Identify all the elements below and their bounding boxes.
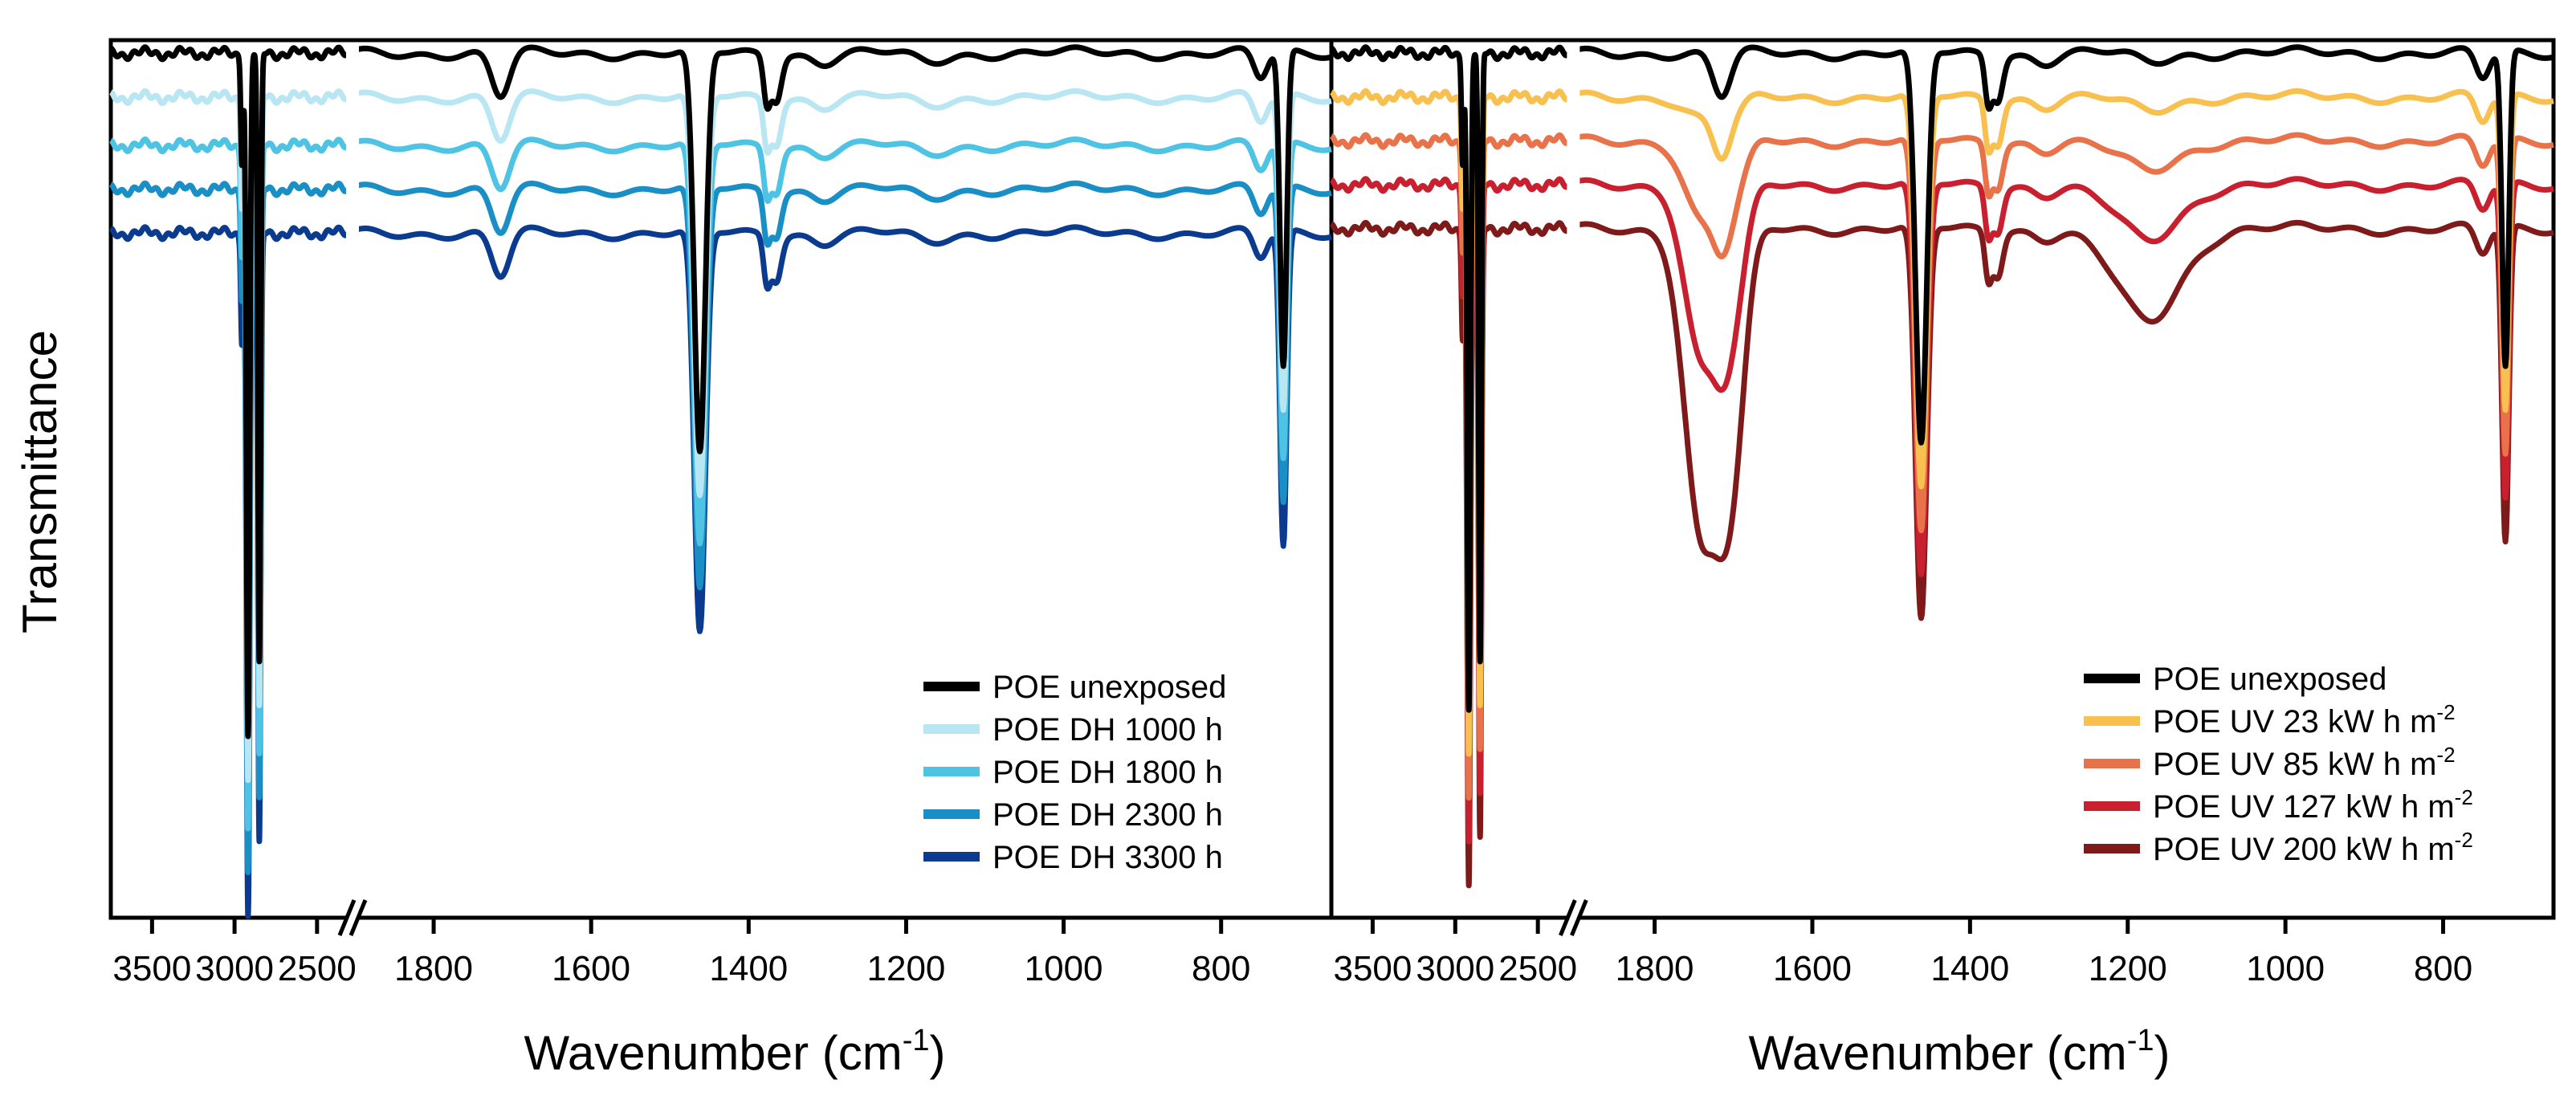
series-line-poe-dh-1800-h-seg1 [353, 136, 1334, 547]
x-tick-label-2500: 2500 [1498, 949, 1577, 988]
x-tick-label-1600: 1600 [552, 949, 630, 988]
legend-label-sup: -2 [2436, 743, 2455, 767]
legend-label: POE DH 1000 h [992, 712, 1223, 748]
series-line-poe-unexposed-seg0 [1328, 44, 1574, 713]
x-tick-label-1400: 1400 [1930, 949, 2009, 988]
series-line-poe-dh-1000-h-seg0 [108, 88, 353, 784]
series-line-poe-unexposed-seg1 [1573, 44, 2556, 446]
series-line-poe-dh-3300-h-seg1 [353, 224, 1334, 634]
x-axis-label-right-sup: -1 [2127, 1024, 2154, 1057]
series-line-poe-dh-1000-h-seg1 [353, 88, 1334, 499]
legend-label-text: POE unexposed [992, 670, 1226, 705]
legend-label: POE DH 2300 h [992, 797, 1223, 833]
series-line-poe-uv-200-kw-h-m-seg1 [1573, 219, 2556, 621]
series-line-poe-uv-85-kw-h-m-seg0 [1328, 132, 1574, 801]
series-line-poe-dh-2300-h-seg0 [108, 180, 353, 875]
x-axis-label-right-close: ) [2154, 1026, 2170, 1080]
legend-label: POE DH 1800 h [992, 755, 1223, 790]
legend-label-sup: -2 [2436, 700, 2455, 724]
right-panel-frame [1329, 38, 2556, 920]
legend-label-text: POE UV 23 kW h m [2153, 704, 2436, 739]
x-tick-label-800: 800 [2414, 949, 2472, 988]
legend-label: POE UV 200 kW h m-2 [2153, 828, 2473, 867]
axis-break-mark [1559, 899, 1577, 936]
legend-label: POE UV 85 kW h m-2 [2153, 743, 2456, 782]
series-line-poe-unexposed-seg0 [108, 44, 353, 739]
x-axis-label-right-main: Wavenumber (cm [1749, 1026, 2127, 1080]
series-line-poe-uv-200-kw-h-m-seg0 [1328, 219, 1574, 889]
x-tick-label-1000: 1000 [1025, 949, 1103, 988]
x-axis-label-left-sup: -1 [903, 1024, 930, 1057]
x-tick-label-1400: 1400 [709, 949, 788, 988]
x-axis-label-left: Wavenumber (cm-1) [524, 1024, 946, 1080]
series-line-poe-uv-127-kw-h-m-seg0 [1328, 176, 1574, 845]
axis-break-mark [348, 899, 368, 936]
legend-label-sup: -2 [2455, 785, 2473, 809]
x-tick-label-2500: 2500 [278, 949, 357, 988]
legend-label-sup: -2 [2455, 828, 2473, 852]
legend-label: POE unexposed [2153, 662, 2386, 697]
legend-label-text: POE UV 85 kW h m [2153, 747, 2436, 782]
axis-break-plot-gap [345, 43, 359, 897]
legend-label-text: POE DH 3300 h [992, 840, 1223, 875]
legend-label-text: POE DH 1800 h [992, 755, 1223, 790]
x-tick-label-3500: 3500 [112, 949, 191, 988]
series-line-poe-uv-85-kw-h-m-seg1 [1573, 132, 2556, 534]
x-tick-label-3000: 3000 [1416, 949, 1494, 988]
legend-label: POE DH 3300 h [992, 840, 1223, 875]
legend-label: POE unexposed [992, 670, 1226, 705]
x-axis-label-left-main: Wavenumber (cm [524, 1026, 903, 1080]
axis-break-mark [337, 899, 357, 936]
series-line-poe-dh-3300-h-seg0 [108, 224, 353, 919]
series-line-poe-dh-1800-h-seg0 [108, 136, 353, 832]
x-tick-label-1600: 1600 [1773, 949, 1852, 988]
legend-label-text: POE UV 127 kW h m [2153, 789, 2455, 825]
x-tick-label-1000: 1000 [2246, 949, 2325, 988]
right-plot-area: 3500 3000 2500 1800 1600 1400 1200 1000 800 POE u… [1328, 43, 2556, 988]
legend-label-text: POE UV 200 kW h m [2153, 832, 2455, 867]
series-line-poe-uv-23-kw-h-m-seg0 [1328, 88, 1574, 757]
x-tick-label-3000: 3000 [195, 949, 274, 988]
x-tick-label-800: 800 [1192, 949, 1250, 988]
x-axis-label-right: Wavenumber (cm-1) [1749, 1024, 2170, 1080]
legend-label: POE UV 23 kW h m-2 [2153, 700, 2456, 739]
x-tick-label-1800: 1800 [394, 949, 473, 988]
legend-label-text: POE unexposed [2153, 662, 2386, 697]
legend-label: POE UV 127 kW h m-2 [2153, 785, 2473, 825]
x-tick-label-3500: 3500 [1333, 949, 1412, 988]
series-line-poe-unexposed-seg1 [353, 44, 1334, 454]
axis-break-plot-gap [1567, 43, 1580, 897]
series-line-poe-uv-23-kw-h-m-seg1 [1573, 88, 2556, 490]
x-tick-label-1200: 1200 [2089, 949, 2167, 988]
x-tick-label-1800: 1800 [1616, 949, 1694, 988]
y-axis-label: Transmittance [13, 330, 67, 633]
x-tick-label-1200: 1200 [867, 949, 946, 988]
axis-break-mark [1570, 899, 1588, 936]
legend-label-text: POE DH 1000 h [992, 712, 1223, 748]
legend-label-text: POE DH 2300 h [992, 797, 1223, 833]
series-line-poe-uv-127-kw-h-m-seg1 [1573, 176, 2556, 577]
series-line-poe-dh-2300-h-seg1 [353, 180, 1334, 591]
left-plot-area: 3500 3000 2500 1800 1600 1400 1200 1000 800 POE u… [108, 43, 1334, 988]
x-axis-label-left-close: ) [930, 1026, 946, 1080]
